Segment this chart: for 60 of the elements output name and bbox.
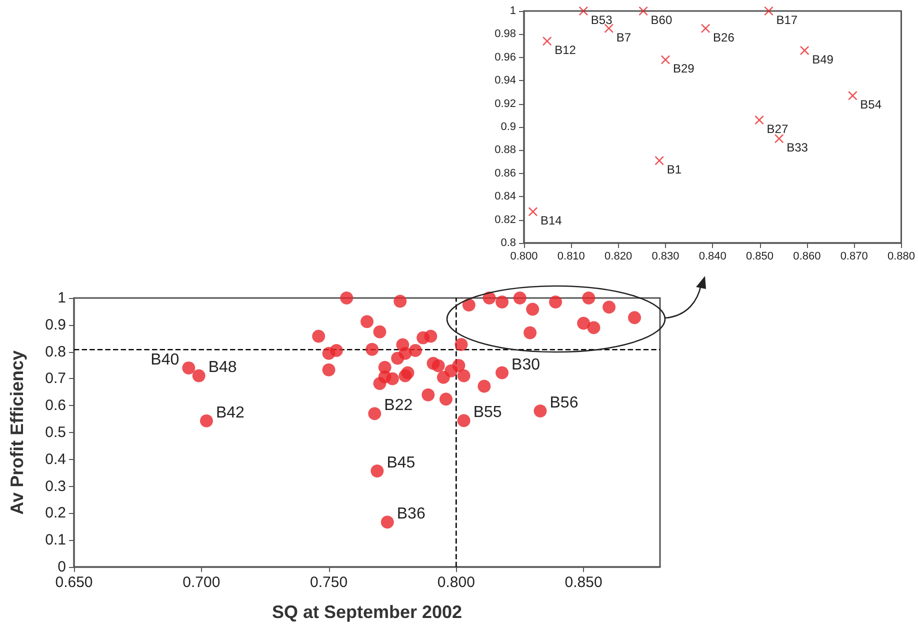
x-tick-label: 0.840 — [698, 250, 726, 262]
x-tick-label: 0.800 — [437, 574, 475, 591]
y-tick-label: 0.9 — [45, 316, 66, 334]
annotation: B36 — [396, 506, 426, 523]
annotation: B27 — [766, 122, 788, 136]
y-tick-label: 0.98 — [494, 28, 516, 40]
y-tick-label: 0.9 — [500, 121, 516, 133]
x-tick-label: 0.650 — [55, 574, 93, 591]
y-tick-label: 0.4 — [45, 450, 66, 468]
y-tick-label: 0.92 — [494, 98, 516, 110]
x-tick-label: 0.750 — [310, 574, 348, 591]
x-tick-label: 0.820 — [604, 250, 632, 262]
x-tick-label: 0.700 — [182, 574, 220, 591]
annotation: B17 — [776, 13, 798, 27]
annotation: B12 — [554, 43, 576, 58]
annotation: B26 — [713, 30, 735, 44]
annotation: B40 — [150, 351, 180, 368]
y-tick-label: 0.6 — [45, 397, 66, 414]
y-tick-label: 0 — [58, 558, 66, 576]
annotation: B33 — [786, 140, 808, 155]
x-tick-label: 0.880 — [887, 250, 915, 262]
x-tick-label: 0.860 — [793, 250, 821, 262]
annotation: B1 — [666, 162, 682, 177]
y-tick-label: 0.88 — [494, 144, 516, 156]
y-tick-label: 0.3 — [45, 478, 66, 495]
annotation: B22 — [384, 397, 413, 414]
annotation: B7 — [616, 30, 632, 44]
annotation: B42 — [216, 404, 245, 422]
y-tick-label: 0.94 — [494, 74, 516, 87]
annotation: B48 — [208, 359, 237, 376]
annotation: B49 — [812, 52, 834, 66]
y-tick-label: 0.96 — [494, 51, 516, 64]
y-axis-title: Av Profit Efficiency — [7, 350, 27, 515]
annotation: B30 — [512, 356, 540, 374]
x-tick-label: 0.850 — [564, 574, 602, 591]
y-tick-label: 0.2 — [45, 504, 66, 522]
annotation: B45 — [386, 454, 416, 472]
y-tick-label: 0.8 — [45, 343, 66, 360]
y-tick-label: 1 — [58, 290, 66, 306]
y-tick-label: 0.1 — [45, 532, 66, 549]
y-tick-label: 1 — [510, 5, 516, 17]
y-tick-label: 0.8 — [500, 237, 516, 249]
annotation: B56 — [550, 394, 578, 412]
x-tick-label: 0.870 — [840, 250, 868, 262]
y-tick-label: 0.84 — [494, 190, 516, 203]
annotation: B29 — [672, 62, 695, 76]
x-tick-label: 0.810 — [557, 250, 585, 262]
annotation: B60 — [650, 13, 672, 27]
y-tick-label: 0.7 — [45, 370, 66, 388]
annotation: B55 — [473, 404, 502, 422]
x-axis-title: SQ at September 2002 — [272, 602, 462, 622]
annotation: B14 — [540, 214, 562, 228]
x-tick-label: 0.800 — [510, 250, 538, 262]
annotation: B53 — [590, 13, 613, 27]
x-tick-label: 0.850 — [746, 250, 774, 262]
annotation: B54 — [860, 98, 882, 112]
x-tick-label: 0.830 — [652, 250, 680, 262]
y-tick-label: 0.86 — [494, 167, 516, 180]
y-tick-label: 0.82 — [494, 214, 516, 226]
y-tick-label: 0.5 — [45, 424, 66, 441]
